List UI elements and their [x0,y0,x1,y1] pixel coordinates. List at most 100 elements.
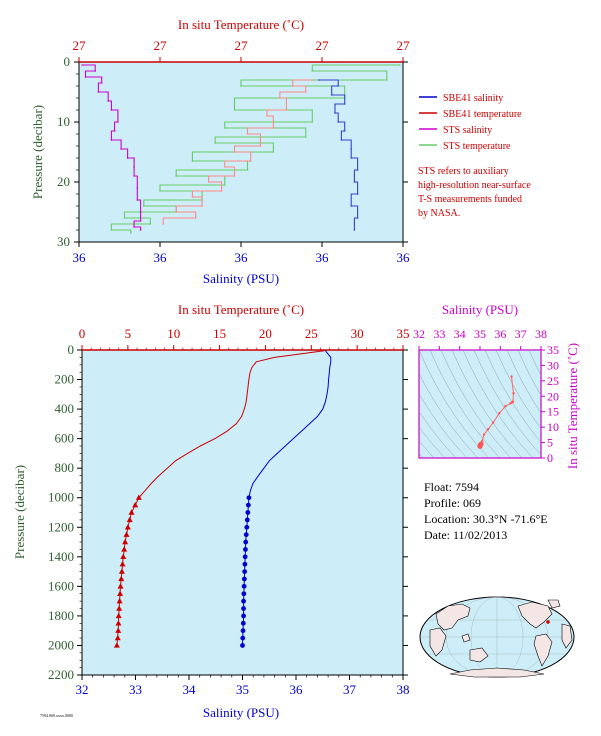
ts-top-axis-label: Salinity (PSU) [442,302,518,317]
upper-series-sbe41-salinity [318,79,359,230]
legend-label: SBE41 salinity [443,93,503,104]
temperature-marker [124,524,131,530]
salinity-marker [241,598,246,604]
upper-point-sbe41-salinity [356,193,359,195]
upper-point-sts-temperature [246,169,249,171]
note-line: T-S measurements funded [418,194,522,205]
density-contour [419,393,468,458]
upper-point-sbe41-salinity [350,205,352,207]
salinity-marker [242,569,248,574]
main-y-tick-label: 1200 [48,519,74,534]
upper-bottom-tick-label: 36 [397,250,411,265]
temperature-marker [117,583,124,589]
upper-point-sbe41-temperature [207,181,210,183]
main-series-layer [113,350,332,648]
main-top-tick-label: 5 [125,326,132,341]
upper-point-sbe41-salinity [343,130,346,132]
main-bottom-tick-label: 33 [129,682,142,697]
main-y-tick-label: 600 [55,431,75,446]
upper-point-sts-temperature [110,229,113,231]
salinity-marker [240,628,246,634]
upper-point-sts-salinity [126,157,129,159]
temperature-marker [123,531,130,537]
upper-point-sts-salinity [97,91,100,93]
main-top-tick-label: 20 [259,326,272,341]
ts-top-tick-label: 38 [535,327,547,341]
upper-bottom-tick-label: 36 [316,250,330,265]
ts-top-tick-label: 35 [474,327,486,341]
upper-point-sts-temperature [175,175,177,177]
upper-point-sts-salinity [81,64,84,66]
salinity-marker [240,620,246,626]
salinity-marker [240,635,246,641]
upper-point-sbe41-salinity [337,121,340,123]
note-line: by NASA. [418,208,460,219]
ts-density-contours [419,350,541,458]
upper-bottom-tick-label: 36 [73,250,87,265]
temperature-marker [118,568,125,574]
upper-point-sts-salinity [94,70,96,72]
upper-point-sbe41-temperature [272,127,275,129]
upper-point-sts-salinity [84,76,87,78]
upper-point-sbe41-temperature [249,160,252,162]
upper-top-axis-label: In situ Temperature (˚C) [178,17,304,32]
upper-point-sts-salinity [139,220,142,222]
upper-point-sts-temperature [224,184,226,186]
note-line: high-resolution near-surface [418,180,531,191]
upper-point-sbe41-temperature [311,79,314,81]
salinity-marker [243,539,249,545]
ts-right-tick-label: 5 [547,436,553,450]
ts-top-tick-label: 37 [515,327,527,341]
upper-point-sbe41-salinity [350,157,352,159]
legend-label: STS salinity [443,125,492,136]
main-top-tick-label: 0 [79,326,86,341]
upper-point-sts-temperature [398,64,401,66]
upper-point-sts-salinity [117,121,119,123]
salinity-marker [242,554,248,560]
float-position-marker [546,620,550,624]
main-y-tick-label: 200 [55,372,75,387]
upper-point-sts-salinity [139,229,142,231]
density-contour [484,350,541,443]
temperature-marker [135,494,142,500]
upper-bottom-tick-label: 36 [235,250,249,265]
main-bottom-tick-label: 38 [397,682,410,697]
salinity-marker [245,510,251,515]
upper-point-sts-salinity [133,175,135,177]
main-y-tick-label: 0 [68,342,75,357]
upper-point-sts-temperature [240,85,242,87]
main-top-tick-label: 35 [397,326,410,341]
ts-right-tick-label: 30 [547,358,559,372]
main-y-tick-label: 1000 [48,490,74,505]
ts-profile-point [478,441,484,447]
main-top-axis-label: In situ Temperature (˚C) [178,302,304,317]
salinity-marker [243,547,248,552]
main-y-tick-label: 2200 [48,667,74,682]
main-axes: 0 5 10 15 20 25 30 35 32 33 34 35 36 37 38 0 200 400 600 80… [48,326,410,697]
upper-point-sbe41-temperature [285,109,288,111]
main-y-tick-label: 400 [55,401,75,416]
salinity-marker [241,576,247,582]
upper-point-sts-temperature [123,217,126,219]
upper-point-sts-salinity [110,109,113,111]
upper-series-sbe41-temperature [162,79,313,224]
main-y-tick-label: 1600 [48,578,74,593]
upper-series-sts-salinity [82,64,142,230]
ts-right-tick-label: 25 [547,374,559,388]
main-bottom-tick-label: 32 [76,682,89,697]
upper-point-sbe41-temperature [279,97,281,99]
ts-profile-point [480,440,484,443]
upper-bottom-axis-label: Salinity (PSU) [203,271,279,286]
float-info: Float: 7594 Profile: 069 Location: 30.3°… [424,480,548,542]
upper-y-tick-label: 10 [57,114,70,129]
upper-point-sbe41-temperature [233,151,236,153]
upper-point-sts-salinity [120,148,122,150]
ts-right-tick-label: 20 [547,389,559,403]
upper-point-sbe41-salinity [334,112,336,114]
ts-right-tick-label: 35 [547,343,559,357]
ts-top-tick-label: 33 [433,327,445,341]
upper-left-axis-label: Pressure (decibar) [30,105,45,199]
ts-profile-point [486,428,490,431]
salinity-marker [241,613,246,619]
